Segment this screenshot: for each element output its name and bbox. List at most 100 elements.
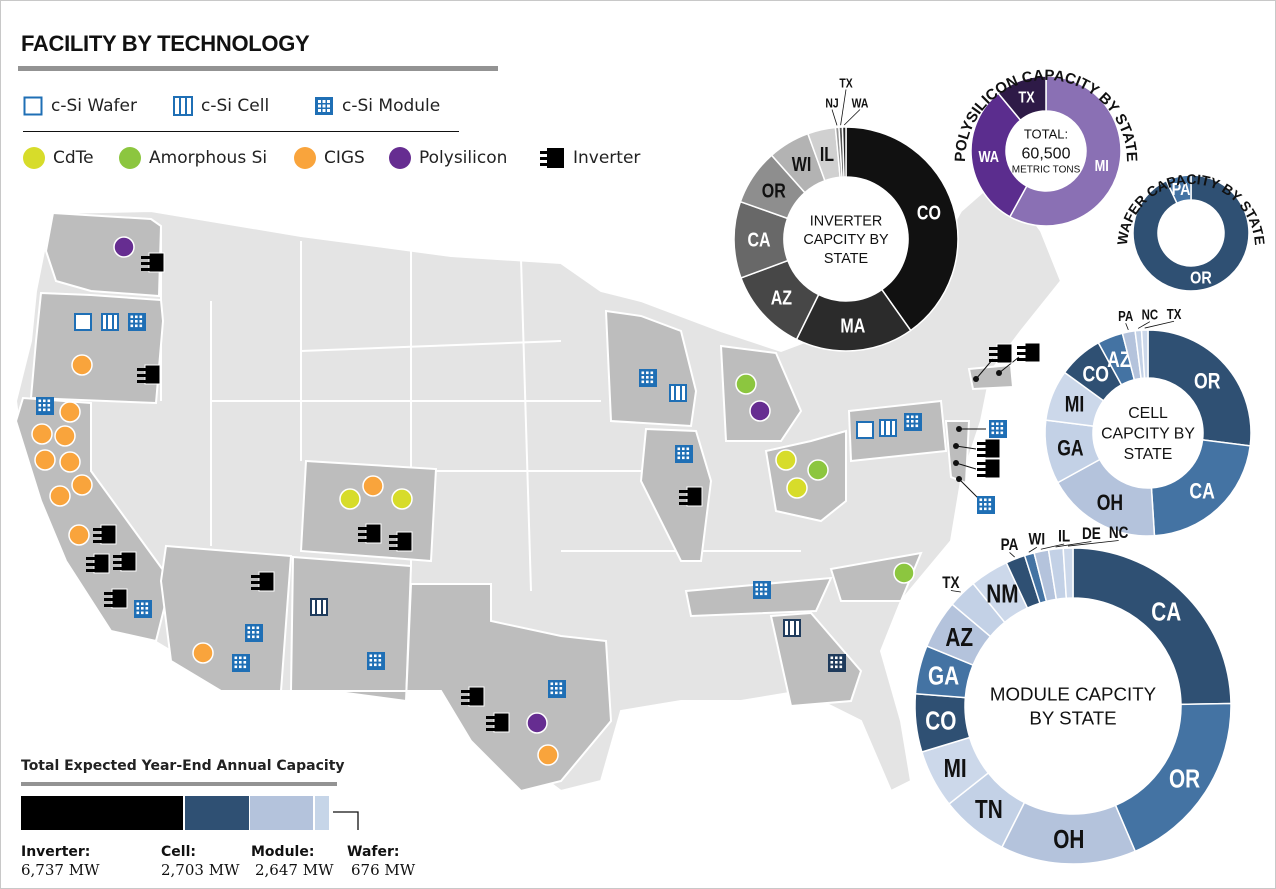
icon-cell (47, 408, 51, 412)
legend-divider (23, 131, 459, 132)
icon-cell (839, 661, 843, 664)
icon-cell (256, 631, 260, 634)
icon-cell (247, 626, 251, 630)
cigs-marker (68, 524, 90, 546)
slice-label: TX (942, 574, 960, 593)
icon-body (493, 712, 510, 733)
icon-cell (247, 635, 251, 639)
icon-cell (911, 415, 914, 419)
legend-label: Inverter (573, 148, 641, 168)
icon-cell (369, 663, 373, 667)
icon-pin (86, 563, 95, 566)
icon-pin (251, 575, 260, 578)
icon-pin (989, 347, 998, 350)
vertical-bars-icon (669, 384, 687, 402)
icon-cell (646, 380, 649, 384)
icon-cell (646, 376, 649, 379)
icon-cell (47, 404, 51, 407)
icon-cell (996, 431, 999, 435)
capacity-label: Module: (251, 844, 315, 860)
icon-pin (104, 598, 113, 601)
icon-cell (984, 507, 987, 511)
icon-cell (369, 654, 373, 658)
icon-pin (486, 716, 495, 719)
state-mi (719, 344, 803, 442)
leader-dot (953, 460, 959, 466)
module-marker (904, 413, 922, 431)
slice-label: NC (1142, 306, 1159, 323)
slice-label: PA (1172, 179, 1191, 199)
polysilicon-dot-icon (389, 147, 411, 169)
icon-pin (104, 604, 113, 607)
icon-cell (991, 427, 995, 430)
square-outline-icon (23, 96, 43, 116)
donut-slice-co (845, 126, 959, 332)
label-leader (1055, 541, 1092, 548)
legend-label: c-Si Module (342, 96, 441, 116)
icon-cell (239, 661, 242, 664)
label-leader (1040, 543, 1065, 550)
inverter-icon (86, 553, 110, 574)
cigs-dot-icon (294, 147, 316, 169)
capacity-value: 2,647 MW (255, 861, 334, 879)
icon-pin (141, 262, 150, 265)
icon-pin (93, 528, 102, 531)
icon-cell (830, 656, 834, 660)
state-njde (944, 420, 971, 485)
icon-cell (378, 659, 382, 662)
icon-cell (141, 611, 144, 615)
icon-cell (374, 659, 377, 662)
icon-cell (136, 611, 140, 615)
icon-cell (764, 583, 768, 587)
slice-label: CA (747, 229, 770, 251)
leader-dot (996, 370, 1002, 376)
icon-cell (550, 687, 554, 690)
state-wa (44, 211, 163, 298)
icon-cell (760, 588, 763, 591)
cdte-dot-icon (775, 449, 797, 471)
donut-slice-tx (1140, 329, 1149, 379)
slice-label: AZ (945, 623, 973, 652)
icon-pin (989, 353, 998, 356)
grid-icon (128, 313, 146, 331)
slice-label: WI (1029, 530, 1046, 549)
icon-cell (43, 408, 46, 412)
icon-pin (137, 374, 146, 377)
icon-cell (369, 659, 373, 662)
icon-pin (358, 527, 367, 530)
grid-icon (977, 496, 995, 514)
legend-label: Polysilicon (419, 148, 508, 168)
inverter-icon (93, 524, 117, 545)
legend-label: CdTe (53, 148, 94, 168)
inverter-marker (989, 343, 1013, 364)
cell-marker (879, 419, 897, 437)
icon-cell (378, 654, 382, 658)
icon-cell (234, 656, 238, 660)
icon-pin (461, 702, 470, 705)
icon-cell (996, 427, 999, 430)
slice-label: OR (762, 180, 786, 202)
legend-cell: c-Si Cell (173, 96, 269, 116)
polysilicon-dot-icon (749, 400, 771, 422)
icon-body (996, 343, 1013, 364)
legend-label: Amorphous Si (149, 148, 268, 168)
cdte-dot-icon (786, 477, 808, 499)
icon-cell (979, 503, 983, 506)
icon-pin (679, 496, 688, 499)
label-leader (843, 109, 861, 126)
icon-cell (911, 424, 914, 428)
capacity-value: 6,737 MW (21, 861, 100, 879)
icon-cell (256, 626, 260, 630)
slice-label: IL (820, 143, 834, 165)
icon-cell (38, 408, 42, 412)
icon-cell (1000, 431, 1004, 435)
polysilicon-dot-icon (113, 236, 135, 258)
icon-cell (374, 663, 377, 667)
vertical-bars-icon (879, 419, 897, 437)
legend-cdte: CdTe (23, 147, 94, 169)
state-or (29, 291, 165, 405)
cell-marker (310, 598, 328, 616)
icon-cell (991, 422, 995, 426)
slice-label: GA (1057, 437, 1083, 461)
inverter-marker (679, 486, 703, 507)
